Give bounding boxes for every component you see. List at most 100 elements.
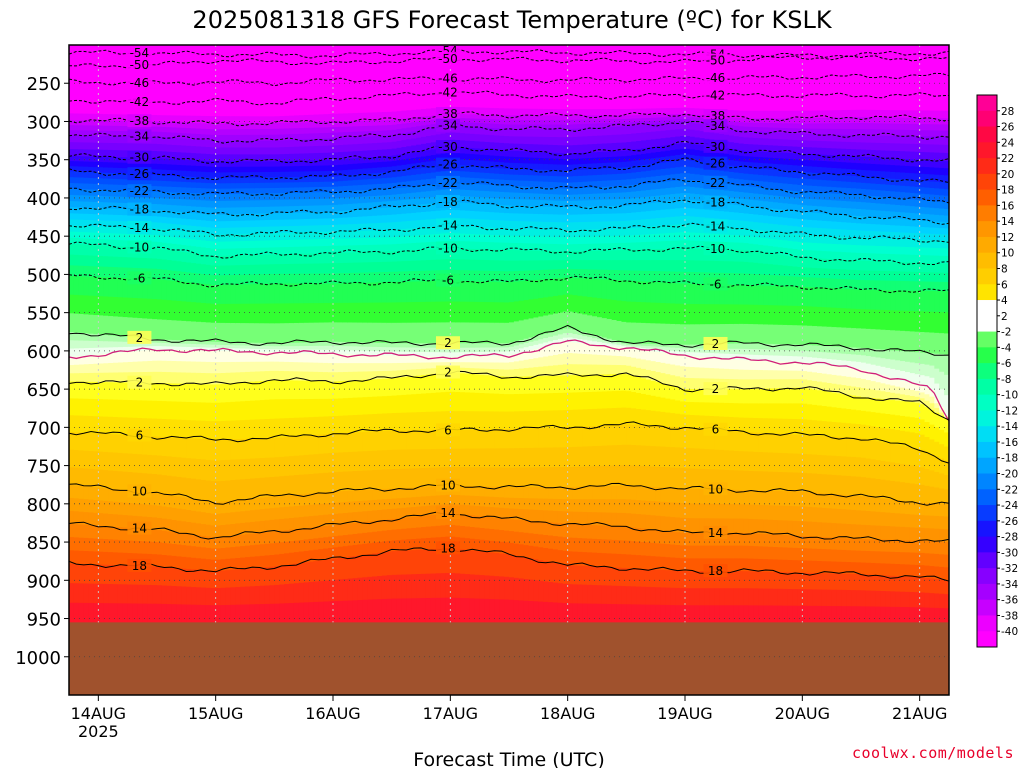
temperature-cell — [196, 134, 202, 141]
temperature-cell — [98, 50, 104, 54]
temperature-cell — [284, 147, 290, 155]
temperature-cell — [357, 216, 363, 225]
temperature-cell — [279, 59, 285, 63]
temperature-cell — [264, 303, 271, 324]
temperature-cell — [450, 362, 456, 368]
temperature-cell — [108, 178, 114, 186]
temperature-cell — [186, 343, 192, 348]
temperature-cell — [303, 550, 310, 563]
temperature-cell — [333, 186, 339, 193]
temperature-cell — [279, 542, 285, 555]
temperature-cell — [73, 332, 80, 341]
temperature-cell — [210, 255, 217, 267]
temperature-cell — [93, 61, 99, 67]
temperature-cell — [425, 430, 432, 450]
temperature-cell — [328, 138, 334, 147]
temperature-cell — [69, 373, 75, 383]
temperature-cell — [73, 432, 80, 451]
temperature-cell — [313, 246, 319, 255]
temperature-cell — [347, 350, 354, 355]
temperature-cell — [176, 320, 183, 341]
temperature-cell — [323, 434, 329, 455]
temperature-cell — [386, 230, 393, 238]
temperature-cell — [269, 188, 275, 194]
temperature-cell — [284, 603, 290, 623]
temperature-cell — [337, 132, 344, 139]
temperature-cell — [225, 154, 231, 162]
temperature-cell — [259, 134, 266, 142]
temperature-cell — [98, 525, 104, 540]
temperature-cell — [421, 109, 427, 118]
temperature-cell — [318, 322, 324, 343]
temperature-cell — [117, 227, 124, 235]
temperature-cell — [225, 140, 231, 149]
temperature-cell — [342, 523, 349, 536]
temperature-cell — [245, 61, 251, 69]
temperature-cell — [122, 233, 129, 241]
temperature-cell — [113, 277, 119, 298]
temperature-cell — [318, 303, 324, 324]
temperature-cell — [318, 127, 324, 134]
temperature-cell — [430, 83, 437, 90]
temperature-cell — [171, 198, 178, 206]
temperature-cell — [201, 570, 207, 589]
temperature-cell — [279, 323, 285, 344]
temperature-cell — [386, 261, 393, 273]
temperature-cell — [225, 172, 231, 179]
temperature-cell — [372, 104, 378, 113]
temperature-cell — [269, 213, 275, 221]
temperature-cell — [406, 355, 412, 364]
temperature-cell — [298, 505, 305, 518]
temperature-cell — [205, 51, 212, 55]
temperature-cell — [411, 302, 417, 324]
temperature-cell — [347, 578, 354, 602]
temperature-cell — [249, 193, 256, 201]
temperature-cell — [425, 203, 432, 213]
temperature-cell — [308, 139, 315, 147]
temperature-cell — [69, 340, 75, 350]
temperature-cell — [215, 265, 222, 276]
temperature-cell — [103, 135, 109, 144]
temperature-cell — [421, 573, 427, 599]
temperature-cell — [430, 190, 437, 198]
temperature-cell — [191, 239, 197, 247]
temperature-cell — [166, 57, 173, 62]
temperature-cell — [176, 604, 183, 623]
temperature-cell — [88, 207, 95, 215]
temperature-cell — [323, 559, 329, 582]
temperature-cell — [113, 417, 119, 435]
temperature-cell — [362, 346, 368, 352]
temperature-cell — [269, 128, 275, 136]
temperature-cell — [230, 183, 236, 190]
temperature-cell — [293, 101, 300, 110]
temperature-cell — [416, 117, 422, 123]
temperature-cell — [328, 245, 334, 254]
temperature-cell — [240, 123, 246, 130]
temperature-cell — [347, 238, 354, 247]
temperature-cell — [323, 372, 329, 382]
temperature-cell — [220, 51, 227, 55]
temperature-cell — [113, 603, 119, 623]
temperature-cell — [381, 322, 388, 344]
temperature-cell — [284, 102, 290, 110]
temperature-cell — [411, 60, 417, 68]
temperature-cell — [147, 318, 153, 340]
temperature-cell — [98, 239, 104, 247]
temperature-cell — [83, 219, 90, 227]
temperature-cell — [421, 167, 427, 175]
temperature-cell — [308, 342, 315, 347]
temperature-cell — [274, 96, 280, 104]
temperature-cell — [240, 351, 246, 363]
temperature-cell — [303, 182, 310, 188]
temperature-cell — [78, 57, 85, 63]
temperature-cell — [142, 541, 148, 555]
temperature-cell — [166, 519, 173, 533]
temperature-cell — [269, 264, 275, 275]
temperature-cell — [293, 225, 300, 234]
temperature-cell — [435, 249, 442, 261]
temperature-cell — [323, 492, 329, 505]
temperature-cell — [440, 153, 447, 161]
temperature-cell — [318, 560, 324, 582]
temperature-cell — [137, 417, 143, 437]
temperature-cell — [205, 227, 212, 235]
